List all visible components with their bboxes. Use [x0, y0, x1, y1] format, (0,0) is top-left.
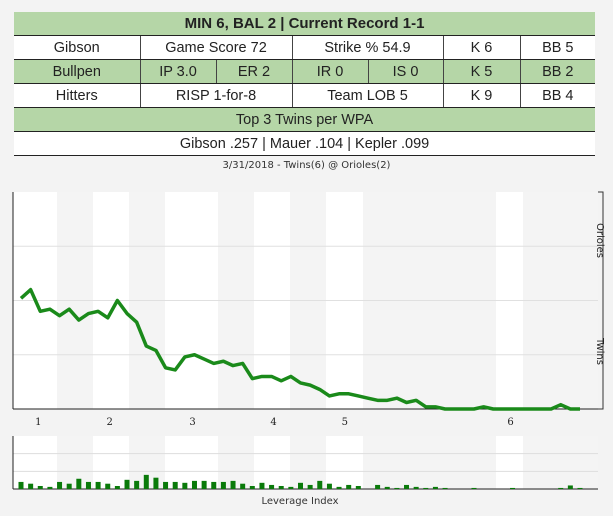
leverage-bar	[134, 480, 140, 489]
leverage-bar	[336, 486, 342, 489]
leverage-bar	[288, 486, 294, 489]
leverage-bar	[249, 485, 255, 489]
team-lob: Team LOB 5	[291, 83, 443, 108]
inning-band	[93, 436, 129, 489]
leverage-bar	[298, 482, 303, 489]
leverage-bar	[124, 479, 130, 489]
leverage-bar	[375, 484, 381, 489]
win-probability-line	[19, 287, 580, 411]
inning-band	[254, 436, 290, 489]
wpa-leaders: Gibson .257 | Mauer .104 | Kepler .099	[14, 131, 596, 156]
leverage-bar	[510, 487, 516, 489]
leverage-bar	[471, 487, 477, 489]
leverage-bar	[143, 474, 149, 489]
wpa-header: Top 3 Twins per WPA	[14, 107, 596, 132]
leverage-bar	[201, 480, 207, 489]
x-tick-label: 3	[189, 417, 195, 428]
x-tick-label: 2	[106, 417, 112, 428]
leverage-bar	[191, 480, 197, 489]
leverage-bar	[47, 486, 53, 489]
inning-band	[326, 436, 363, 489]
leverage-bar	[163, 481, 169, 489]
leverage-bar	[577, 487, 583, 489]
leverage-bar	[172, 481, 178, 489]
leverage-bar	[326, 483, 332, 489]
leverage-bar	[278, 485, 284, 489]
leverage-bar	[85, 481, 91, 489]
strike-pct: Strike % 54.9	[291, 35, 443, 60]
bullpen-ip: IP 3.0	[139, 59, 216, 84]
x-tick-label: 5	[342, 417, 348, 428]
right-axis-bracket	[598, 191, 604, 410]
chart-title: 3/31/2018 - Twins(6) @ Orioles(2)	[222, 160, 391, 171]
leverage-bar	[259, 482, 265, 489]
hitters-label: Hitters	[14, 83, 140, 108]
bullpen-is: IS 0	[367, 59, 443, 84]
game-score: Game Score 72	[139, 35, 292, 60]
x-tick-label: 4	[270, 417, 276, 428]
leverage-bar	[114, 485, 120, 489]
starter-label: Gibson	[14, 35, 140, 60]
leverage-bar	[567, 485, 573, 489]
leverage-bar	[240, 483, 246, 489]
orioles-axis-label: Orioles	[594, 223, 605, 258]
leverage-bar	[95, 481, 101, 489]
hitters-bb: BB 4	[519, 83, 596, 108]
leverage-bar	[404, 484, 410, 489]
bullpen-er: ER 2	[215, 59, 292, 84]
bullpen-ir: IR 0	[291, 59, 368, 84]
leverage-bar	[558, 487, 564, 489]
leverage-bar	[66, 483, 72, 489]
leverage-bar	[269, 484, 275, 489]
inning-band	[496, 436, 523, 489]
leverage-bar	[153, 477, 159, 489]
leverage-bar	[18, 481, 24, 489]
bullpen-label: Bullpen	[14, 59, 140, 84]
leverage-bar	[394, 487, 400, 489]
leverage-bar	[105, 483, 111, 489]
leverage-bar	[413, 486, 419, 489]
bullpen-bb: BB 2	[519, 59, 596, 84]
leverage-bar	[346, 484, 352, 489]
leverage-bar	[423, 487, 429, 489]
bullpen-k: K 5	[442, 59, 520, 84]
leverage-bar	[230, 480, 236, 489]
starter-k: K 6	[442, 35, 520, 60]
leverage-bar	[442, 487, 448, 489]
score-header: MIN 6, BAL 2 | Current Record 1-1	[14, 12, 596, 36]
game-summary-table: MIN 6, BAL 2 | Current Record 1-1 Gibson…	[14, 12, 596, 156]
inning-band	[165, 436, 218, 489]
leverage-bar	[37, 485, 43, 489]
leverage-bar	[211, 481, 217, 489]
leverage-bar	[76, 478, 82, 489]
x-tick-label: 6	[507, 417, 513, 428]
leverage-axis-label: Leverage Index	[261, 496, 338, 507]
leverage-bar	[317, 480, 323, 489]
risp: RISP 1-for-8	[139, 83, 292, 108]
twins-axis-label: Twins	[594, 337, 605, 365]
leverage-bar	[57, 481, 63, 489]
inning-band	[13, 436, 57, 489]
leverage-bar	[28, 483, 34, 489]
hitters-k: K 9	[442, 83, 520, 108]
leverage-bar	[182, 482, 188, 489]
leverage-bar	[307, 484, 313, 489]
leverage-bar	[384, 486, 390, 489]
leverage-bar	[220, 481, 226, 489]
starter-bb: BB 5	[519, 35, 596, 60]
leverage-bar	[355, 485, 361, 489]
x-tick-label: 1	[35, 417, 41, 428]
leverage-bar	[432, 486, 438, 489]
